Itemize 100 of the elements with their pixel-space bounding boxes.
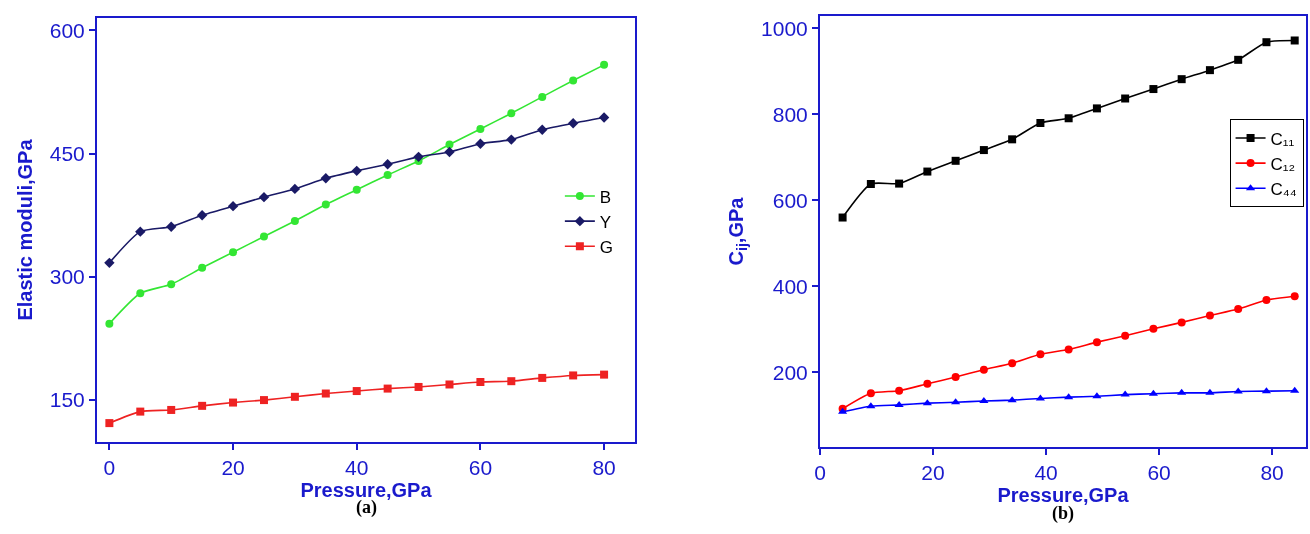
y-tick-label: 150 — [49, 388, 85, 412]
point — [1036, 119, 1045, 127]
point — [135, 226, 146, 237]
point — [259, 232, 268, 241]
point — [567, 117, 579, 129]
point — [476, 378, 485, 387]
point — [413, 151, 424, 163]
y-tick-label: 450 — [49, 141, 85, 165]
point — [922, 399, 932, 406]
point — [569, 76, 578, 85]
point — [979, 146, 988, 155]
point — [321, 389, 330, 398]
point — [1262, 38, 1271, 47]
legend-label: Y — [599, 212, 612, 232]
point — [383, 170, 392, 179]
x-tick-label: 40 — [1034, 461, 1058, 485]
legend-label: G — [599, 237, 614, 257]
point — [895, 386, 904, 395]
point — [383, 384, 392, 393]
point — [1290, 292, 1299, 301]
point — [198, 263, 207, 272]
point — [351, 165, 362, 177]
point — [382, 159, 393, 170]
point — [894, 400, 904, 407]
point — [1008, 135, 1017, 144]
point — [866, 180, 875, 189]
point — [1149, 324, 1158, 333]
point — [104, 257, 115, 269]
point — [229, 398, 238, 407]
legend-label: C₄₄ — [1270, 179, 1297, 199]
point — [979, 365, 988, 374]
y-tick-label: 600 — [49, 18, 85, 42]
point — [538, 92, 547, 101]
point — [475, 138, 486, 149]
point — [259, 396, 268, 405]
point — [538, 373, 547, 382]
point — [290, 216, 299, 225]
y-tick-label: 800 — [772, 102, 808, 126]
point — [136, 289, 145, 298]
point — [600, 370, 609, 379]
point — [537, 124, 548, 135]
point — [1233, 387, 1243, 394]
point — [1205, 311, 1214, 320]
point — [1092, 338, 1101, 347]
point — [569, 371, 578, 380]
point — [1205, 66, 1214, 75]
point — [866, 389, 875, 398]
point — [1234, 55, 1243, 64]
point — [1290, 386, 1300, 393]
point — [1008, 359, 1017, 368]
point — [923, 167, 932, 176]
point — [105, 319, 114, 328]
y-tick-label: 600 — [772, 188, 808, 212]
y-tick-label: 1000 — [761, 16, 808, 40]
point — [445, 140, 454, 149]
y-tick-label: 400 — [772, 274, 808, 298]
point — [229, 248, 238, 257]
point — [321, 200, 330, 209]
point — [476, 124, 485, 133]
point — [196, 210, 208, 221]
point — [136, 407, 145, 416]
point — [166, 221, 177, 232]
point — [1121, 331, 1130, 340]
x-tick-label: 40 — [345, 456, 369, 480]
point — [320, 173, 331, 184]
point — [923, 379, 932, 388]
point — [352, 185, 361, 194]
point — [1290, 36, 1299, 45]
point — [979, 397, 989, 404]
x-tick-label: 60 — [1147, 461, 1171, 485]
point — [1177, 75, 1186, 84]
point — [1177, 318, 1186, 327]
point — [951, 156, 960, 165]
point — [444, 146, 455, 158]
point — [598, 112, 610, 123]
point — [1064, 114, 1073, 123]
x-tick-label: 0 — [814, 461, 826, 485]
point — [290, 392, 299, 401]
point — [1234, 305, 1243, 314]
y-tick-label: 300 — [49, 265, 85, 289]
point — [1149, 85, 1158, 94]
point — [951, 398, 961, 405]
x-tick-label: 0 — [103, 456, 116, 480]
point — [167, 405, 176, 414]
point — [895, 179, 904, 188]
text: (a) — [356, 497, 377, 518]
point — [1205, 388, 1215, 395]
legend-label: C₁₁ — [1270, 129, 1295, 149]
point — [506, 134, 517, 145]
y-axis-title: Elastic moduli,GPa — [13, 138, 36, 321]
point — [600, 60, 609, 69]
x-tick-label: 60 — [468, 456, 493, 480]
point — [507, 377, 516, 386]
x-tick-label: 80 — [1260, 461, 1284, 485]
point — [1092, 104, 1101, 113]
x-tick-label: 20 — [921, 461, 945, 485]
point — [198, 401, 207, 410]
point — [1262, 296, 1271, 305]
point — [105, 419, 114, 428]
point — [167, 280, 176, 289]
